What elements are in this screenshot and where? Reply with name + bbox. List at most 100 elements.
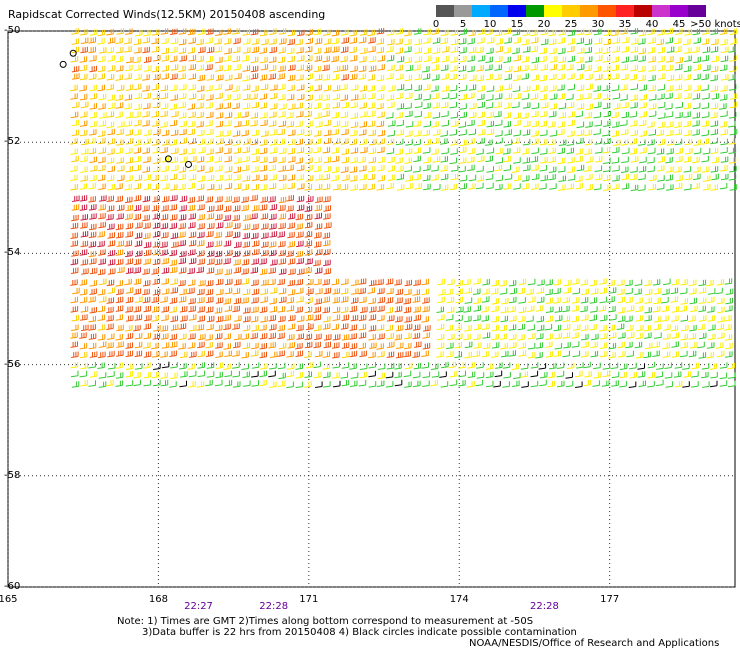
wind-barb	[286, 381, 294, 389]
wind-barb	[688, 350, 697, 358]
wind-barb	[431, 74, 440, 81]
wind-barb	[115, 102, 124, 109]
wind-barb	[396, 84, 405, 91]
wind-barb	[305, 37, 313, 45]
wind-barb	[106, 213, 114, 221]
wind-barb	[603, 73, 612, 81]
wind-barb	[458, 56, 467, 63]
wind-barb	[197, 74, 206, 82]
wind-barb	[358, 342, 366, 350]
wind-barb	[178, 28, 187, 35]
wind-barb	[485, 102, 494, 109]
wind-barb	[98, 55, 106, 63]
wind-barb	[214, 83, 222, 91]
wind-barb	[494, 370, 503, 378]
wind-barb	[215, 121, 224, 128]
wind-barb	[215, 92, 223, 100]
wind-barb	[251, 279, 259, 286]
wind-barb	[603, 157, 611, 164]
wind-barb	[215, 65, 223, 72]
wind-barb	[518, 350, 527, 357]
wind-barb	[359, 85, 368, 92]
wind-barb	[80, 37, 89, 44]
wind-barb	[107, 55, 115, 62]
wind-barb	[250, 194, 258, 202]
wind-barb	[206, 138, 214, 145]
wind-barb	[527, 278, 536, 286]
wind-barb	[98, 147, 106, 154]
wind-barb	[97, 174, 106, 182]
wind-barb	[665, 85, 674, 92]
wind-barb	[377, 372, 385, 380]
wind-barb	[97, 29, 106, 37]
wind-barb	[143, 362, 151, 369]
wind-barb	[268, 28, 277, 35]
wind-barb	[296, 195, 305, 203]
wind-barb	[151, 268, 159, 275]
wind-barb	[423, 120, 431, 128]
wind-barb	[540, 64, 548, 71]
wind-barb	[386, 315, 395, 322]
wind-barb	[562, 296, 570, 304]
wind-barb	[242, 65, 251, 72]
wind-barb	[585, 103, 593, 111]
wind-barb	[377, 363, 386, 370]
wind-barb	[268, 65, 277, 72]
wind-barb	[323, 119, 332, 127]
wind-barb	[214, 324, 223, 332]
wind-barb	[599, 278, 607, 285]
wind-barb	[260, 56, 268, 64]
wind-barb	[340, 138, 349, 145]
time-label: 22:27	[184, 601, 213, 612]
wind-barb	[81, 138, 89, 146]
wind-barb	[71, 324, 79, 331]
legend-label: 5	[459, 19, 467, 30]
wind-barb	[278, 268, 287, 275]
wind-barb	[385, 307, 393, 314]
wind-barb	[214, 333, 223, 340]
wind-barb	[296, 94, 305, 101]
wind-barb	[215, 56, 223, 64]
legend-swatch	[598, 5, 616, 17]
wind-barb	[446, 351, 454, 358]
wind-barb	[476, 362, 484, 369]
wind-barb	[269, 103, 278, 110]
wind-barb	[196, 94, 205, 101]
wind-barb	[251, 240, 260, 247]
wind-barb	[350, 121, 359, 129]
wind-barb	[548, 166, 557, 173]
wind-barb	[169, 119, 178, 127]
wind-barb	[322, 103, 330, 110]
wind-barb	[539, 371, 548, 379]
wind-barb	[97, 324, 106, 331]
wind-barb	[340, 166, 349, 173]
wind-barb	[196, 240, 205, 247]
wind-barb	[644, 332, 652, 339]
contamination-markers	[59, 49, 192, 168]
wind-barb	[268, 183, 277, 190]
wind-barb	[513, 119, 521, 127]
wind-barb	[576, 84, 585, 92]
wind-barb	[674, 380, 683, 388]
wind-barb	[340, 306, 349, 314]
wind-barb	[197, 288, 205, 296]
wind-barb	[594, 138, 603, 145]
wind-barb	[665, 121, 674, 128]
wind-barb	[322, 74, 331, 81]
wind-barb	[144, 65, 152, 72]
wind-barb	[377, 175, 385, 182]
wind-barb	[125, 250, 133, 258]
wind-barb	[562, 323, 571, 331]
wind-barb	[387, 165, 396, 172]
wind-barb	[711, 38, 719, 46]
wind-barb	[692, 112, 700, 119]
wind-barb	[611, 84, 620, 92]
wind-barb	[683, 120, 691, 128]
wind-barb	[458, 380, 466, 387]
wind-barb	[143, 183, 152, 190]
wind-barb	[414, 101, 423, 109]
wind-barb	[725, 351, 733, 358]
wind-barb	[661, 305, 670, 312]
wind-barb	[70, 332, 78, 339]
wind-barb	[216, 138, 224, 145]
